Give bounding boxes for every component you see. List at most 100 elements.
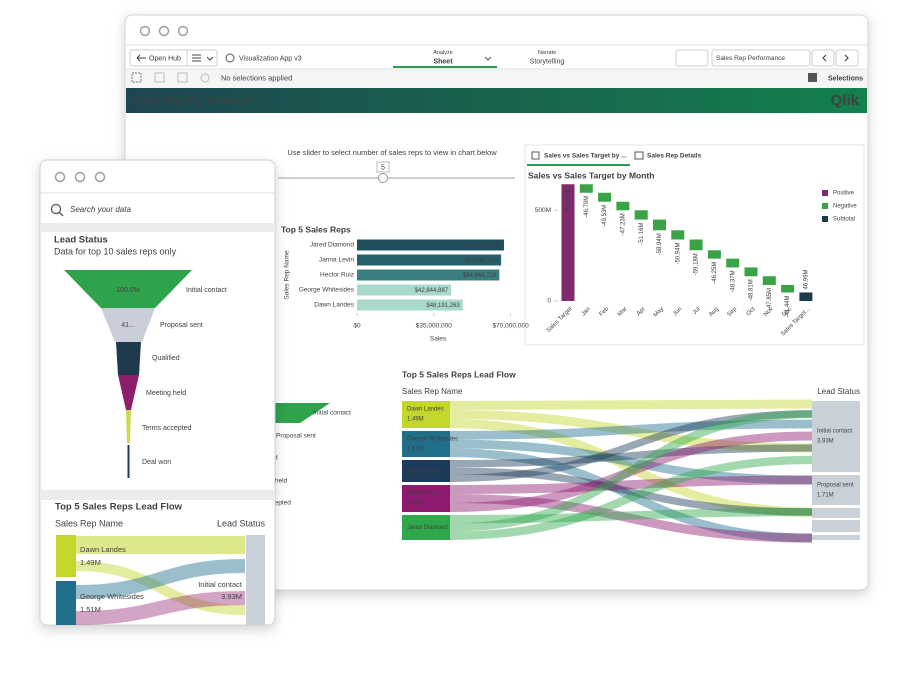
sankey-target-label: Initial contact bbox=[198, 580, 243, 589]
bar-value-label: $65,665,839 bbox=[465, 258, 499, 264]
legend-swatch bbox=[822, 190, 828, 196]
bar-category-label: Hector Ruiz bbox=[320, 272, 354, 279]
sankey-flow bbox=[449, 448, 813, 543]
bar-category-label: Janna Levin bbox=[319, 257, 354, 264]
bar-category-label: George Whitesides bbox=[299, 287, 355, 294]
sankey-flow bbox=[449, 494, 813, 543]
sankey-target-value: 3.93M bbox=[221, 592, 242, 601]
funnel-inner-label: 100.0% bbox=[116, 287, 140, 294]
waterfall-category-label: Nov bbox=[763, 306, 775, 318]
slider-handle[interactable] bbox=[378, 173, 388, 183]
sankey-flow bbox=[449, 455, 813, 540]
sankey-source-value: 1.49M bbox=[80, 558, 101, 567]
mode-tab: Storytelling bbox=[530, 58, 565, 65]
sankey-source-label: Jared Diamond bbox=[407, 525, 448, 531]
sankey-flow bbox=[449, 419, 813, 440]
funnel-stage-label: Qualified bbox=[152, 355, 180, 362]
sheet-selector[interactable] bbox=[711, 49, 811, 67]
sankey-flow bbox=[449, 409, 813, 532]
waterfall-title: Sales vs Sales Target by Month bbox=[528, 170, 654, 180]
sankey-source-node bbox=[402, 431, 450, 457]
waterfall-value-label: -46.79M bbox=[584, 196, 590, 218]
mode-tab: Sheet bbox=[433, 58, 453, 65]
bar-value-label: $42,844,887 bbox=[415, 288, 449, 294]
legend-swatch bbox=[822, 203, 828, 209]
selections-button: Selections bbox=[828, 75, 863, 82]
waterfall-bar bbox=[726, 258, 740, 268]
legend-swatch bbox=[822, 216, 828, 222]
waterfall-bar bbox=[634, 210, 648, 220]
waterfall-category-label: Apr bbox=[636, 306, 647, 317]
sankey-flow bbox=[449, 467, 813, 516]
sheet-header bbox=[126, 88, 867, 113]
slider-label: Use slider to select number of sales rep… bbox=[287, 148, 497, 157]
menu-button[interactable] bbox=[186, 49, 218, 67]
brand-logo: Qlik bbox=[831, 92, 860, 109]
funnel-stage-label: Initial contact bbox=[313, 410, 351, 417]
sankey-source-node bbox=[402, 460, 450, 482]
funnel-stage-label: Proposal sent bbox=[160, 322, 203, 329]
sankey-source-node bbox=[56, 535, 76, 577]
next-sheet-button[interactable] bbox=[835, 49, 859, 67]
tab-panel bbox=[524, 144, 865, 346]
sankey-flow bbox=[75, 591, 246, 625]
x-tick-label: $70,000,000 bbox=[493, 323, 530, 330]
waterfall-value-label: -58.94M bbox=[657, 233, 663, 255]
sankey-flow bbox=[449, 410, 813, 482]
bar-value-label: $66,978,451 bbox=[468, 243, 502, 249]
app-name: Visualization App v3 bbox=[239, 55, 302, 62]
funnel-stage-label: Meeting held bbox=[146, 390, 186, 397]
waterfall-bar bbox=[671, 230, 685, 240]
sankey-flow bbox=[449, 507, 813, 524]
sankey-right-label: Lead Status bbox=[217, 518, 266, 528]
sankey-flow bbox=[449, 410, 813, 453]
sankey-target-node bbox=[812, 535, 860, 540]
mode-caption: Analyze bbox=[433, 50, 453, 56]
open-hub-label: Open Hub bbox=[149, 55, 181, 62]
sankey-title: Top 5 Sales Reps Lead Flow bbox=[55, 502, 183, 513]
funnel-inner-label: 41... bbox=[121, 322, 135, 329]
waterfall-value-label: -46.25M bbox=[712, 262, 718, 284]
waterfall-value-label: -48.37M bbox=[730, 270, 736, 292]
sankey-right-label: Lead Status bbox=[817, 387, 860, 396]
funnel-stage-label: Deal won bbox=[142, 459, 171, 466]
sankey-source-label: George Whitesides bbox=[407, 437, 458, 443]
waterfall-value-label: -49.53M bbox=[602, 205, 608, 227]
bar bbox=[357, 284, 452, 296]
waterfall-category-label: Mar bbox=[617, 306, 629, 318]
sankey-source-label: Dawn Landes bbox=[80, 545, 126, 554]
waterfall-bar bbox=[598, 192, 612, 202]
bookmark-button[interactable] bbox=[675, 49, 709, 67]
funnel-subtitle: Data for top 10 sales reps only bbox=[54, 246, 177, 256]
sankey-source-label: George Whitesides bbox=[80, 592, 144, 601]
desktop-toolbar bbox=[125, 49, 868, 113]
sankey-flow bbox=[75, 559, 246, 599]
funnel-stage-label: Initial contact bbox=[186, 287, 227, 294]
sankey-flow bbox=[449, 419, 813, 517]
waterfall-value-label: -47.23M bbox=[620, 213, 626, 235]
sankey-target-value: 3.93M bbox=[817, 439, 834, 445]
sankey-target-value: 1.71M bbox=[817, 493, 834, 499]
sankey-flow bbox=[75, 561, 246, 615]
sankey-source-label: Hector Ruiz bbox=[407, 491, 438, 497]
sankey-title: Top 5 Sales Reps Lead Flow bbox=[402, 369, 516, 379]
sankey-source-label: Dawn Landes bbox=[407, 407, 444, 413]
sankey-target-label: Initial contact bbox=[817, 429, 852, 435]
bar bbox=[357, 239, 504, 251]
funnel-stage-label: Proposal sent bbox=[276, 433, 316, 440]
waterfall-value-label: 46.99M bbox=[803, 269, 809, 289]
sankey-target-node bbox=[812, 520, 860, 532]
bar-y-axis-label: Sales Rep Name bbox=[284, 250, 291, 300]
waterfall-value-label: -47.85M bbox=[767, 288, 773, 310]
bar-value-label: $48,191,263 bbox=[426, 303, 460, 309]
waterfall-bar bbox=[781, 284, 795, 293]
sankey-flow bbox=[449, 399, 813, 410]
waterfall-bar bbox=[579, 184, 593, 193]
bar-category-label: Dawn Landes bbox=[314, 302, 354, 309]
bar bbox=[357, 299, 463, 311]
sankey-flow bbox=[449, 431, 813, 512]
y-tick-label: 500M bbox=[535, 207, 551, 214]
waterfall-value-label: -50.94M bbox=[675, 243, 681, 265]
waterfall-value-label: 643.48M bbox=[566, 187, 572, 210]
